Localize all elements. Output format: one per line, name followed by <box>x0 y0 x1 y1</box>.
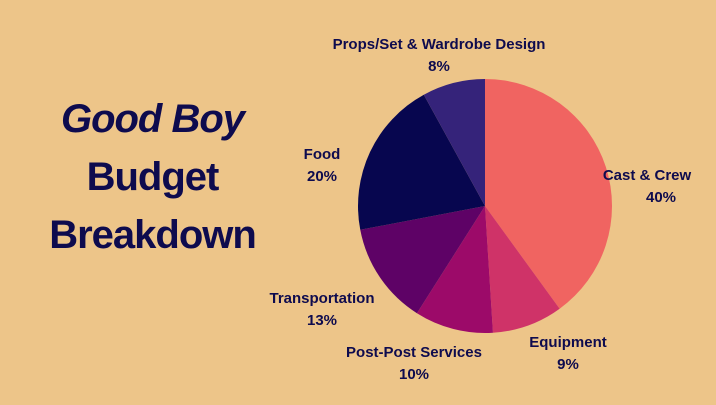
label-post-post-services: Post-Post Services <box>346 344 482 361</box>
label-props-set-wardrobe: Props/Set & Wardrobe Design <box>333 36 546 53</box>
pie-slices <box>358 79 612 333</box>
label-equipment: Equipment <box>529 334 607 351</box>
value-props-set-wardrobe: 8% <box>428 58 450 75</box>
value-cast-crew: 40% <box>646 189 676 206</box>
value-post-post-services: 10% <box>399 366 429 383</box>
label-cast-crew: Cast & Crew <box>603 167 692 184</box>
value-transportation: 13% <box>307 312 337 329</box>
label-transportation: Transportation <box>269 290 374 307</box>
value-equipment: 9% <box>557 356 579 373</box>
label-food: Food <box>304 146 341 163</box>
value-food: 20% <box>307 168 337 185</box>
